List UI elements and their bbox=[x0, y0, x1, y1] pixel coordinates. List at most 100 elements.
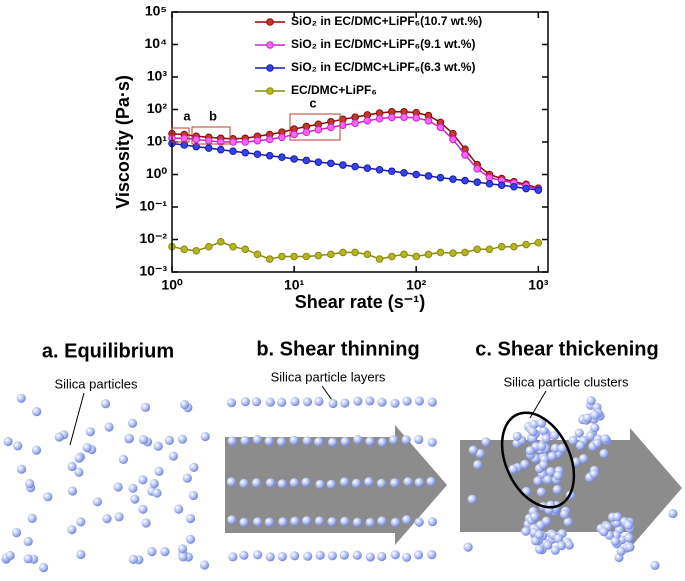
data-point bbox=[449, 175, 457, 183]
particle bbox=[315, 550, 325, 560]
particle bbox=[226, 398, 237, 408]
particle bbox=[340, 398, 350, 408]
particle bbox=[427, 517, 437, 527]
particle bbox=[199, 560, 210, 570]
data-point bbox=[265, 151, 274, 160]
data-point bbox=[302, 128, 311, 137]
particle bbox=[427, 397, 437, 407]
particle bbox=[67, 461, 77, 472]
particle bbox=[557, 443, 567, 453]
particle bbox=[239, 550, 249, 560]
data-point bbox=[510, 182, 518, 191]
particle bbox=[401, 435, 411, 445]
particle bbox=[402, 396, 412, 406]
particle bbox=[376, 478, 387, 488]
data-point bbox=[314, 125, 323, 134]
data-point bbox=[302, 252, 311, 261]
data-point bbox=[278, 252, 286, 261]
panel-label: Silica particle clusters bbox=[504, 374, 629, 389]
data-point bbox=[375, 165, 384, 174]
legend-label: SiO₂ in EC/DMC+LiPF₆(6.3 wt.%) bbox=[291, 60, 475, 74]
data-point bbox=[363, 116, 372, 125]
particle bbox=[574, 428, 584, 438]
particle bbox=[74, 453, 84, 463]
data-point bbox=[534, 238, 543, 247]
particle bbox=[303, 551, 313, 561]
data-point bbox=[265, 135, 274, 144]
particle bbox=[543, 475, 553, 485]
data-point bbox=[327, 250, 335, 259]
particle bbox=[141, 402, 151, 412]
leader-line bbox=[321, 385, 333, 401]
particle bbox=[352, 550, 362, 560]
particle bbox=[290, 516, 300, 526]
particle bbox=[403, 477, 413, 487]
particle bbox=[564, 540, 574, 550]
particle bbox=[402, 515, 412, 525]
particle bbox=[178, 544, 188, 554]
particle bbox=[352, 517, 363, 527]
particle bbox=[340, 516, 350, 527]
particle bbox=[599, 527, 609, 537]
particle bbox=[239, 478, 249, 489]
legend-label: SiO₂ in EC/DMC+LiPF₆(9.1 wt.%) bbox=[291, 37, 475, 51]
particle bbox=[427, 437, 437, 447]
particle bbox=[339, 550, 349, 560]
particle bbox=[536, 418, 547, 428]
data-point bbox=[522, 240, 530, 249]
particle bbox=[390, 517, 400, 528]
particle bbox=[178, 552, 188, 562]
particle bbox=[138, 504, 148, 514]
particle bbox=[118, 454, 128, 464]
x-tick-label: 10¹ bbox=[284, 277, 305, 293]
data-point bbox=[180, 245, 189, 254]
data-point bbox=[436, 173, 445, 182]
annotation-box bbox=[171, 127, 190, 143]
schematic: a. Equilibrium b. Shear thinning c. Shea… bbox=[1, 338, 682, 573]
particle bbox=[340, 436, 350, 447]
particle bbox=[390, 398, 400, 408]
particle bbox=[616, 546, 626, 556]
particle bbox=[520, 459, 530, 469]
data-point bbox=[192, 135, 201, 144]
data-point bbox=[351, 162, 359, 171]
data-point bbox=[400, 168, 408, 177]
legend-label: EC/DMC+LiPF₆ bbox=[291, 83, 377, 97]
particle bbox=[563, 517, 573, 527]
particle bbox=[302, 516, 312, 526]
data-point bbox=[363, 250, 372, 259]
flow-arrow bbox=[460, 428, 682, 548]
particle bbox=[353, 435, 363, 445]
particle bbox=[414, 396, 424, 406]
data-point bbox=[241, 245, 250, 254]
particle bbox=[583, 413, 593, 423]
particle bbox=[82, 443, 92, 453]
particle bbox=[154, 466, 164, 476]
data-point bbox=[388, 113, 396, 122]
particle bbox=[302, 436, 312, 446]
particle bbox=[529, 419, 539, 429]
particle bbox=[590, 410, 600, 420]
data-point bbox=[241, 148, 250, 157]
particle bbox=[543, 540, 553, 550]
data-point bbox=[424, 116, 433, 125]
y-tick-label: 10⁵ bbox=[145, 3, 167, 19]
particle bbox=[277, 479, 287, 489]
particle bbox=[427, 550, 437, 560]
data-point bbox=[192, 142, 201, 151]
data-point bbox=[351, 248, 359, 257]
particle bbox=[278, 517, 288, 527]
particle bbox=[590, 423, 600, 433]
particle bbox=[147, 547, 157, 557]
y-tick-label: 10² bbox=[147, 100, 168, 116]
y-tick-label: 10⁻¹ bbox=[139, 198, 167, 214]
particle bbox=[568, 435, 578, 445]
particle bbox=[141, 518, 151, 528]
particle bbox=[552, 485, 562, 495]
data-point bbox=[424, 250, 433, 259]
particle bbox=[365, 436, 375, 446]
particle bbox=[560, 509, 570, 519]
particle bbox=[251, 397, 262, 407]
particle bbox=[314, 396, 324, 406]
annotation-box bbox=[191, 126, 231, 145]
